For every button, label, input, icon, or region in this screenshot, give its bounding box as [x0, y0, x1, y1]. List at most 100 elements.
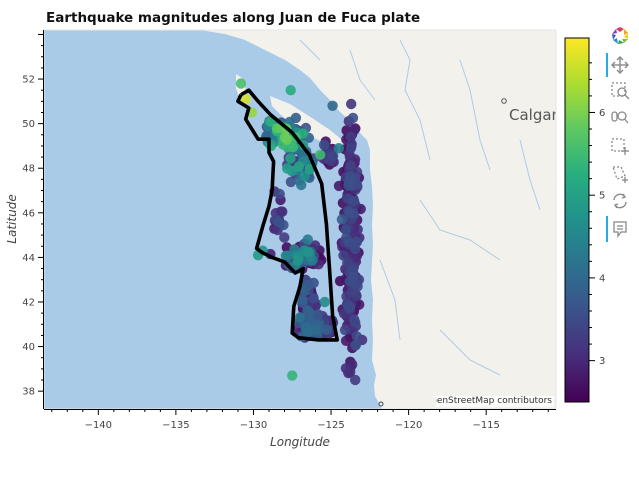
earthquake-point: [280, 250, 292, 262]
map-attribution[interactable]: © OpenStreetMap contributors: [436, 396, 554, 407]
earthquake-point: [318, 139, 330, 151]
land-mass: [200, 30, 556, 409]
vancouver-island: [270, 96, 344, 147]
earthquake-point: [302, 234, 313, 245]
plot-toolbar: [604, 26, 634, 256]
active-inspect-indicator: [606, 216, 608, 242]
earthquake-point: [277, 206, 288, 217]
y-tick-label: 50: [22, 119, 35, 130]
plate-outline: [236, 88, 339, 342]
wheel-zoom-icon[interactable]: [610, 108, 630, 128]
earthquake-point: [348, 195, 360, 207]
earthquake-point: [315, 149, 326, 160]
earthquake-point: [293, 161, 304, 172]
colorbar-tick-label: 3: [599, 356, 605, 367]
earthquake-point: [344, 301, 356, 313]
earthquake-point: [345, 131, 356, 142]
box-select-icon[interactable]: [610, 136, 630, 156]
y-tick-label: 42: [22, 297, 35, 308]
earthquake-point: [304, 164, 315, 175]
lasso-select-icon[interactable]: [610, 164, 630, 184]
map-point-marker: [378, 401, 384, 407]
x-tick-label: −120: [395, 420, 422, 431]
earthquake-point: [327, 100, 338, 112]
pan-icon[interactable]: [610, 55, 630, 75]
y-axis-label: Latitude: [5, 194, 19, 243]
earthquake-point: [341, 232, 352, 244]
colorbar-gradient: [564, 37, 590, 403]
earthquake-point: [350, 317, 361, 328]
calgary-marker: Calgar: [501, 98, 559, 124]
earthquake-point: [351, 331, 362, 342]
earthquake-point: [308, 293, 319, 304]
earthquake-point: [346, 98, 357, 110]
earthquake-point: [333, 143, 344, 154]
earthquake-point: [340, 224, 351, 235]
earthquake-point: [297, 294, 308, 305]
y-axis: 38 40 42 44 46 48 50 52: [22, 30, 44, 409]
colorbar-ticks: 3 4 5 6: [589, 62, 605, 367]
earthquake-point: [340, 335, 352, 346]
earthquake-point: [303, 246, 314, 258]
earthquake-point: [287, 141, 299, 153]
earthquake-point: [343, 176, 355, 188]
x-tick-label: −135: [162, 420, 189, 431]
earthquake-point: [279, 232, 290, 243]
earthquake-point: [235, 78, 247, 89]
y-tick-label: 52: [22, 75, 35, 86]
earthquake-point: [299, 285, 310, 297]
x-axis-label: Longitude: [270, 435, 330, 449]
chart-title: Earthquake magnitudes along Juan de Fuca…: [46, 10, 420, 26]
earthquake-point: [302, 305, 313, 316]
earthquake-point: [347, 112, 359, 124]
earthquake-point: [336, 214, 348, 225]
earthquake-point: [282, 163, 293, 174]
earthquake-point: [287, 370, 298, 381]
reset-icon[interactable]: [610, 191, 630, 211]
earthquake-point: [302, 326, 313, 337]
earthquake-point: [292, 255, 303, 266]
earthquake-point: [294, 312, 306, 323]
colorbar: 3 4 5 6: [564, 37, 605, 403]
earthquake-point: [321, 324, 332, 335]
x-tick-label: −130: [240, 420, 267, 431]
earthquake-point: [345, 160, 356, 171]
earthquake-point: [279, 132, 291, 143]
earthquake-point: [313, 309, 324, 320]
x-axis: −140 −135 −130 −125 −120 −115: [44, 409, 556, 431]
y-tick-label: 48: [22, 164, 35, 175]
x-tick-label: −125: [317, 420, 344, 431]
box-zoom-icon[interactable]: [610, 81, 630, 101]
earthquake-points: [235, 78, 368, 386]
earthquake-point: [285, 153, 296, 164]
earthquake-point: [319, 296, 330, 308]
earthquake-point: [333, 180, 345, 192]
map-city-label: Calgar: [509, 106, 559, 124]
earthquake-point: [350, 374, 361, 386]
bokeh-logo-icon[interactable]: [610, 26, 630, 46]
earthquake-point: [340, 363, 352, 374]
hover-icon[interactable]: [610, 219, 630, 239]
earthquake-point: [327, 150, 339, 161]
earthquake-point: [344, 207, 355, 218]
x-tick-label: −140: [85, 420, 112, 431]
earthquake-point: [345, 143, 356, 154]
earthquake-point: [285, 176, 297, 188]
earthquake-point: [274, 188, 285, 200]
earthquake-point: [339, 324, 351, 336]
y-tick-label: 46: [22, 208, 35, 219]
colorbar-tick-label: 6: [599, 108, 605, 119]
earthquake-point: [296, 179, 307, 191]
colorbar-tick-label: 5: [599, 191, 605, 202]
map-frame[interactable]: Calgar: [44, 7, 559, 409]
earthquake-point: [338, 250, 349, 261]
rivers: [299, 39, 541, 376]
active-drag-indicator: [606, 53, 608, 77]
x-tick-label: −115: [472, 420, 499, 431]
earthquake-point: [240, 93, 251, 105]
earthquake-point: [350, 339, 362, 351]
y-tick-label: 44: [22, 253, 35, 264]
earthquake-point: [278, 219, 289, 231]
earthquake-point: [285, 85, 296, 96]
